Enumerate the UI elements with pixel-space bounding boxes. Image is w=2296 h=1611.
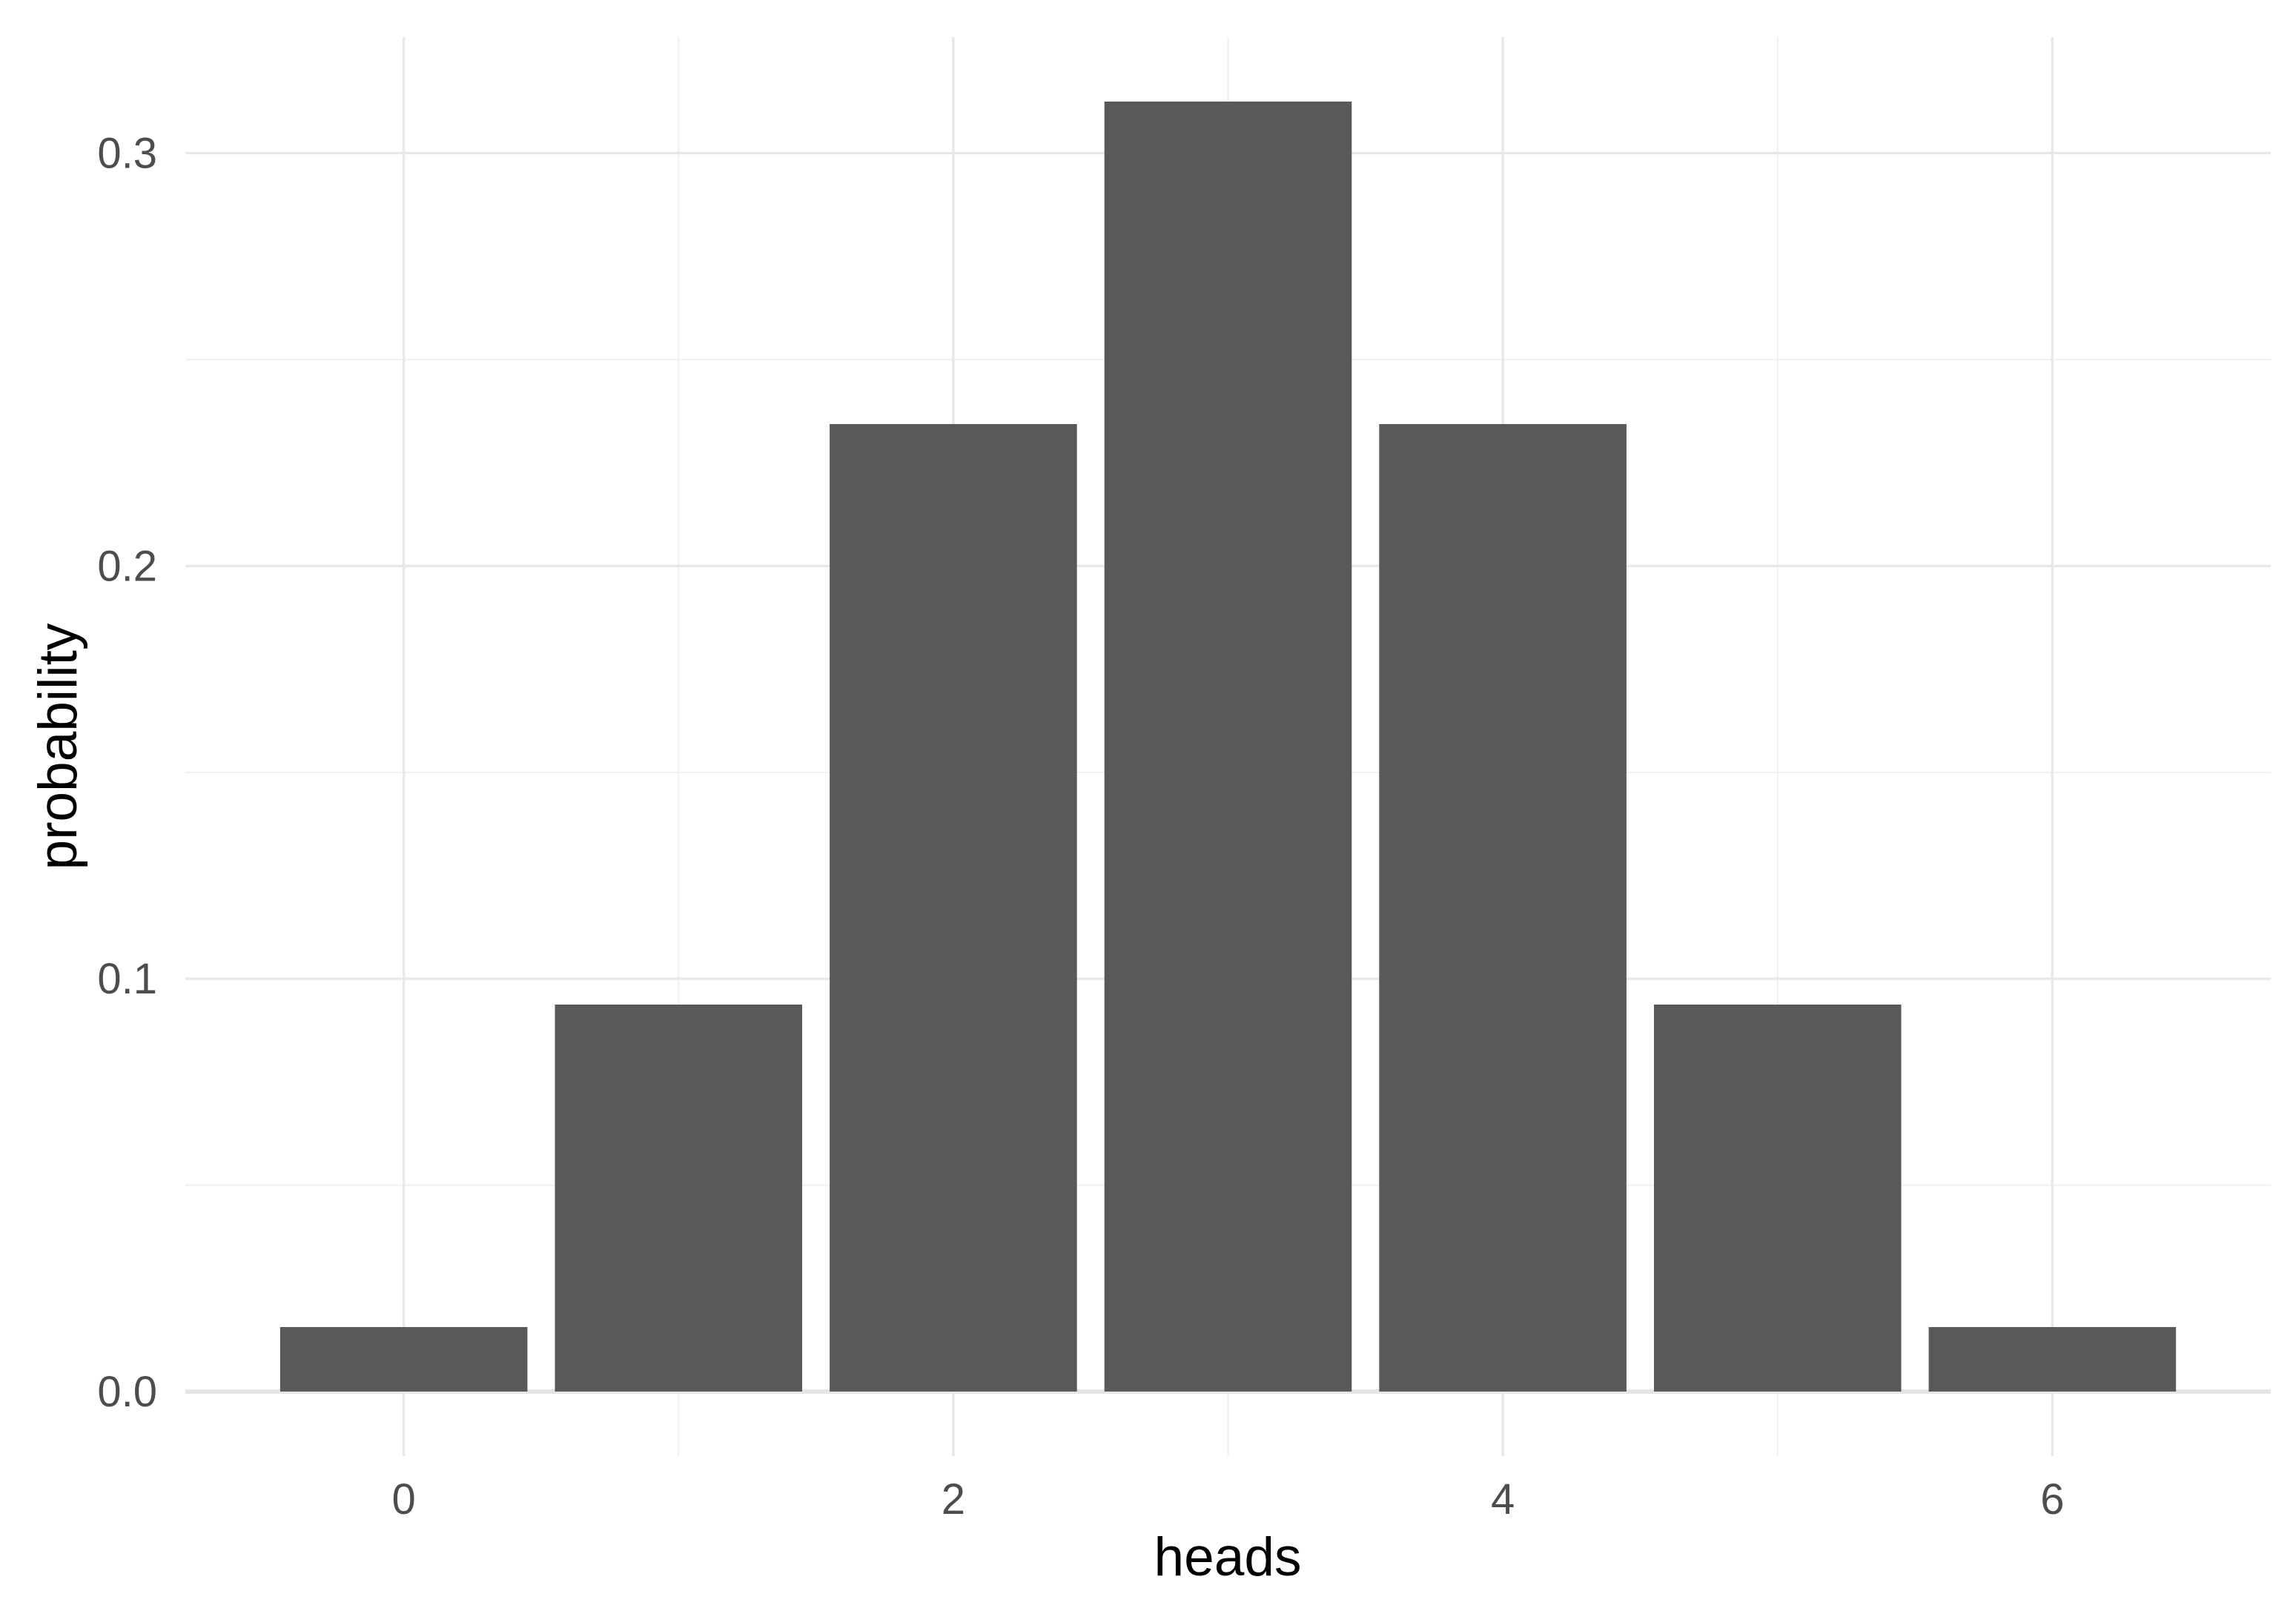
bar: [1928, 1327, 2177, 1392]
y-tick-label: 0.2: [97, 542, 157, 590]
bars: [279, 102, 2177, 1392]
x-tick-label: 4: [1491, 1475, 1515, 1524]
y-axis-tick-labels: 0.0 0.1 0.2 0.3: [97, 130, 157, 1416]
bar: [1104, 102, 1352, 1392]
bar: [555, 1005, 803, 1392]
bar: [1379, 424, 1627, 1392]
x-tick-label: 0: [392, 1475, 416, 1524]
y-tick-label: 0.0: [97, 1368, 157, 1416]
x-axis-tick-labels: 0 2 4 6: [392, 1475, 2065, 1524]
y-tick-label: 0.1: [97, 955, 157, 1003]
x-axis-title: heads: [1154, 1527, 1302, 1587]
bar: [1653, 1005, 1902, 1392]
y-tick-label: 0.3: [97, 130, 157, 178]
bar: [279, 1327, 528, 1392]
x-tick-label: 6: [2040, 1475, 2064, 1524]
x-tick-label: 2: [942, 1475, 965, 1524]
y-axis-title: probability: [28, 623, 88, 870]
bar: [830, 424, 1077, 1392]
